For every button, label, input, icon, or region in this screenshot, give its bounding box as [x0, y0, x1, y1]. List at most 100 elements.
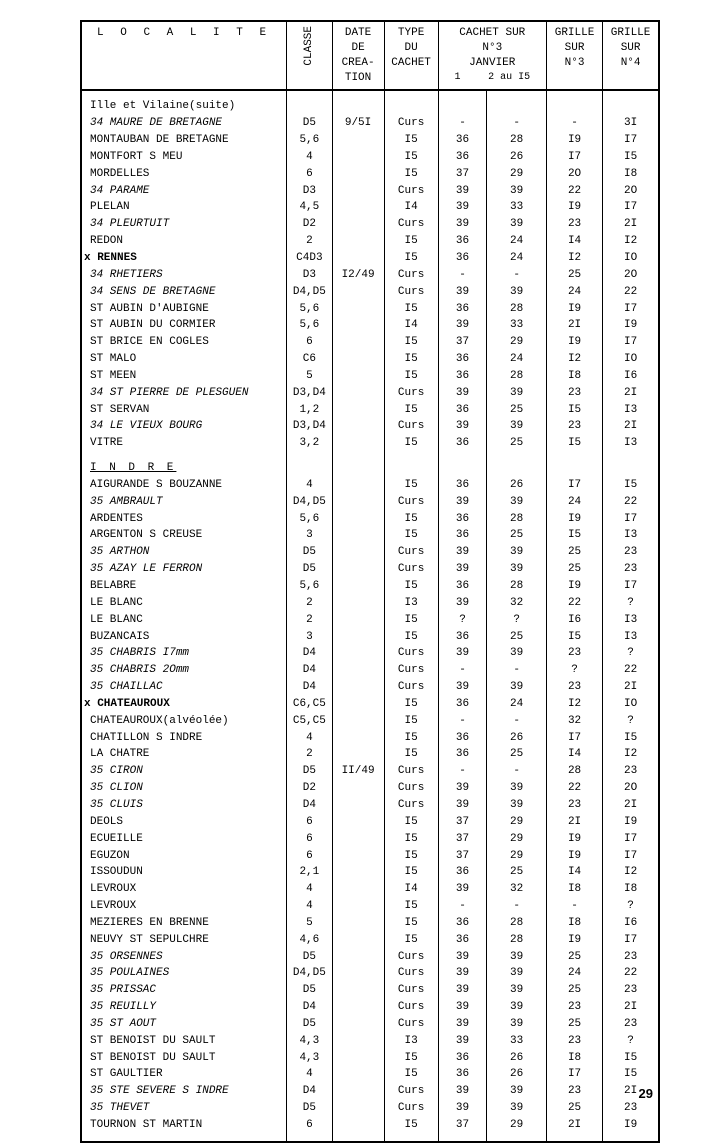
table-row: ECUEILLE6I53729I9I7: [81, 831, 659, 848]
cell-date: [332, 612, 384, 629]
table-row: 35 ARTHOND5Curs39392523: [81, 544, 659, 561]
col-localite: L O C A L I T E: [81, 21, 287, 90]
cell-grille3: 24: [546, 965, 602, 982]
cell-date: [332, 418, 384, 435]
cell-type: Curs: [384, 965, 438, 982]
table-row: ST MALOC6I53624I2IO: [81, 351, 659, 368]
cell-grille4: I5: [603, 730, 659, 747]
cell-grille4: 23: [603, 763, 659, 780]
cell-cachet1: 36: [438, 351, 487, 368]
cell-grille3: 25: [546, 949, 602, 966]
table-row: ST SERVAN1,2I53625I5I3: [81, 402, 659, 419]
cell-date: [332, 1033, 384, 1050]
table-row: MONTAUBAN DE BRETAGNE5,6I53628I9I7: [81, 132, 659, 149]
cell-cachet1: 39: [438, 965, 487, 982]
cell-grille4: ?: [603, 645, 659, 662]
cell-grille4: ?: [603, 898, 659, 915]
table-row: 35 ORSENNESD5Curs39392523: [81, 949, 659, 966]
cell-type: I5: [384, 864, 438, 881]
cell-date: [332, 662, 384, 679]
table-row: x RENNESC4D3I53624I2IO: [81, 250, 659, 267]
cell-classe: 5,6: [287, 317, 332, 334]
cell-date: [332, 915, 384, 932]
cell-classe: C6,C5: [287, 696, 332, 713]
cell-localite: 34 MAURE DE BRETAGNE: [81, 115, 287, 132]
cell-date: [332, 898, 384, 915]
cell-localite: 35 CLION: [81, 780, 287, 797]
cell-type: I5: [384, 696, 438, 713]
cell-cachet1: -: [438, 267, 487, 284]
cell-grille4: I9: [603, 1117, 659, 1134]
cell-localite: LEVROUX: [81, 881, 287, 898]
cell-date: [332, 645, 384, 662]
cell-localite: ST AUBIN DU CORMIER: [81, 317, 287, 334]
table-row: VITRE3,2I53625I5I3: [81, 435, 659, 452]
cell-grille4: I9: [603, 317, 659, 334]
cell-classe: D4: [287, 1083, 332, 1100]
cell-grille3: I9: [546, 199, 602, 216]
cell-grille3: 23: [546, 1033, 602, 1050]
cell-cachet1: 36: [438, 233, 487, 250]
spacer-row: [81, 452, 659, 460]
cell-date: [332, 368, 384, 385]
cell-date: [332, 797, 384, 814]
table-row: 35 CLUISD4Curs3939232I: [81, 797, 659, 814]
cell-cachet2: 28: [487, 932, 547, 949]
cell-date: [332, 949, 384, 966]
cell-grille4: 2I: [603, 216, 659, 233]
cell-type: Curs: [384, 763, 438, 780]
cell-date: [332, 713, 384, 730]
cell-localite: ST BENOIST DU SAULT: [81, 1050, 287, 1067]
cell-cachet1: -: [438, 898, 487, 915]
cell-cachet2: 39: [487, 561, 547, 578]
cell-localite: 34 PARAME: [81, 183, 287, 200]
col-date: DATE DE CREA- TION: [332, 21, 384, 90]
cell-cachet1: 36: [438, 368, 487, 385]
cell-cachet1: 39: [438, 780, 487, 797]
cell-cachet2: 39: [487, 982, 547, 999]
table-body: Ille et Vilaine(suite)34 MAURE DE BRETAG…: [81, 90, 659, 1141]
cell-localite: 35 CHAILLAC: [81, 679, 287, 696]
cell-type: I5: [384, 848, 438, 865]
cell-grille4: I5: [603, 477, 659, 494]
cell-classe: 6: [287, 1117, 332, 1134]
cell-date: [332, 183, 384, 200]
cell-type: I5: [384, 746, 438, 763]
cell-localite: CHATILLON S INDRE: [81, 730, 287, 747]
cell-classe: 5: [287, 915, 332, 932]
cell-classe: 5: [287, 368, 332, 385]
cell-type: I5: [384, 166, 438, 183]
cell-cachet1: -: [438, 713, 487, 730]
cell-date: [332, 746, 384, 763]
table-row: 35 CHABRIS I7mmD4Curs393923?: [81, 645, 659, 662]
table-row: 35 AZAY LE FERROND5Curs39392523: [81, 561, 659, 578]
table-row: ST AUBIN D'AUBIGNE5,6I53628I9I7: [81, 301, 659, 318]
cell-grille3: 2I: [546, 317, 602, 334]
cell-localite: TOURNON ST MARTIN: [81, 1117, 287, 1134]
table-row: 35 STE SEVERE S INDRED4Curs3939232I: [81, 1083, 659, 1100]
cell-cachet2: -: [487, 267, 547, 284]
cell-classe: 2,1: [287, 864, 332, 881]
cell-type: Curs: [384, 780, 438, 797]
cell-localite: ARDENTES: [81, 511, 287, 528]
cell-classe: 4: [287, 898, 332, 915]
table-row: ARDENTES5,6I53628I9I7: [81, 511, 659, 528]
cell-classe: 4,5: [287, 199, 332, 216]
cell-cachet1: 36: [438, 149, 487, 166]
cell-date: [332, 831, 384, 848]
spacer-row: [81, 1134, 659, 1142]
cell-cachet2: 29: [487, 814, 547, 831]
cell-grille3: I7: [546, 149, 602, 166]
table-row: x CHATEAUROUXC6,C5I53624I2IO: [81, 696, 659, 713]
cell-date: [332, 544, 384, 561]
cell-classe: 4: [287, 881, 332, 898]
cell-cachet2: -: [487, 898, 547, 915]
cell-cachet2: 28: [487, 511, 547, 528]
cell-type: Curs: [384, 115, 438, 132]
cell-grille4: 22: [603, 965, 659, 982]
col-classe: CLASSE: [287, 21, 332, 90]
cell-classe: 6: [287, 848, 332, 865]
cell-cachet2: 28: [487, 578, 547, 595]
cell-classe: D5: [287, 982, 332, 999]
cell-classe: 6: [287, 831, 332, 848]
